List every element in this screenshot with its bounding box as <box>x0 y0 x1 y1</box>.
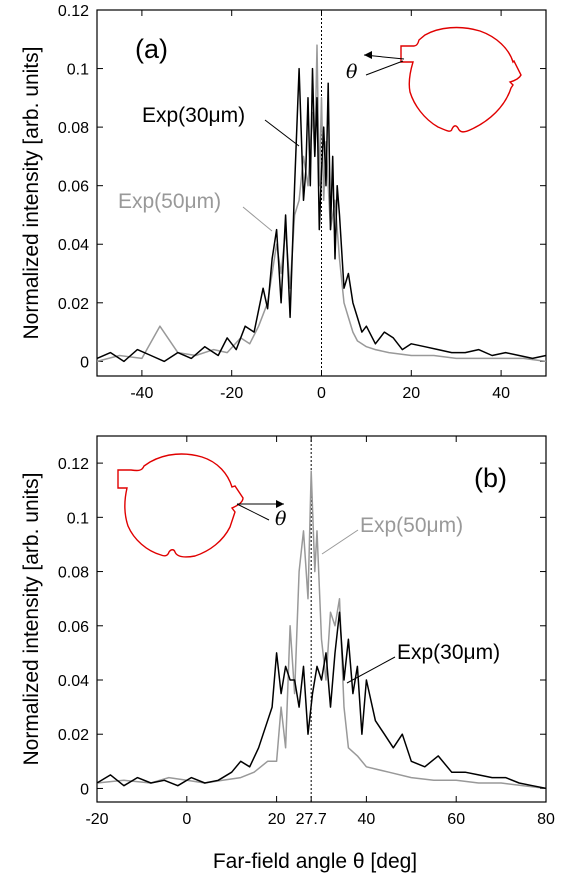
theta-label-a: θ <box>346 61 358 83</box>
panel-b: -20 0 20 27.7 40 60 80 0 0.02 0.04 0.06 0.08 0.1 0.12… <box>58 435 555 828</box>
x-axis-title: Far-field angle θ [deg] <box>213 850 417 873</box>
annotation-exp50-a: Exp(50μm) <box>118 190 221 213</box>
annotation-exp30-a: Exp(30μm) <box>142 104 245 127</box>
y-tick-label-b: 0.06 <box>58 619 89 636</box>
series-group-a <box>96 44 547 363</box>
x-tick-label-a: 40 <box>492 385 510 402</box>
y-axis-title-a: Normalized intensity [arb. units] <box>20 47 43 340</box>
theta-arrowhead-a <box>364 51 372 59</box>
y-tick-label-b: 0.04 <box>58 673 89 690</box>
resonator-outline-b <box>117 453 244 558</box>
y-tick-label-a: 0.1 <box>67 62 89 79</box>
y-tick-label-a: 0.12 <box>58 3 89 20</box>
x-tick-label-b: 60 <box>447 811 465 828</box>
x-tick-label-b: -20 <box>85 811 108 828</box>
y-tick-label-b: 0.08 <box>58 565 89 582</box>
y-tick-label-a: 0.04 <box>58 237 89 254</box>
x-tick-label-a: 0 <box>317 385 326 402</box>
ticks-a: -40 -20 0 20 40 0 0.02 0.04 0.06 0.08 0.1 0.12 <box>58 3 546 402</box>
y-tick-label-b: 0.12 <box>58 456 89 473</box>
inset-resonator-a: θ <box>346 26 522 133</box>
y-tick-label-a: 0 <box>80 354 89 371</box>
x-tick-label-b: 20 <box>268 811 286 828</box>
panel-label-a: (a) <box>135 34 168 64</box>
panel-label-b: (b) <box>474 463 507 493</box>
x-tick-label-b: 0 <box>182 811 191 828</box>
x-tick-label-a: -20 <box>220 385 243 402</box>
theta-angle-line-b <box>236 503 270 521</box>
theta-label-b: θ <box>275 508 287 530</box>
x-tick-label-b: 27.7 <box>296 811 327 828</box>
x-tick-label-b: 40 <box>358 811 376 828</box>
series-line-b-exp30 <box>96 611 547 790</box>
annotation-leader-exp50-b <box>321 529 359 555</box>
series-line-a-exp30 <box>96 67 547 363</box>
annotation-leader-exp30-a <box>264 119 300 147</box>
x-tick-label-b: 80 <box>537 811 555 828</box>
ticks-b: -20 0 20 27.7 40 60 80 0 0.02 0.04 0.06 0.08 0.1 0.12 <box>58 436 555 828</box>
y-tick-label-b: 0 <box>80 781 89 798</box>
annotation-exp30-b: Exp(30μm) <box>397 641 500 664</box>
x-tick-label-a: -40 <box>130 385 153 402</box>
theta-arrowhead-b <box>276 500 284 508</box>
series-group-b <box>96 470 547 790</box>
resonator-outline-a <box>400 26 522 133</box>
y-tick-label-a: 0.02 <box>58 296 89 313</box>
y-tick-label-b: 0.02 <box>58 727 89 744</box>
series-line-b-exp50 <box>96 470 547 790</box>
series-line-a-exp50 <box>96 44 547 363</box>
annotation-exp50-b: Exp(50μm) <box>360 514 463 537</box>
y-axis-title-b: Normalized intensity [arb. units] <box>20 473 43 766</box>
theta-angle-line-a <box>365 60 404 76</box>
plot-frame-b <box>96 435 547 803</box>
y-tick-label-a: 0.06 <box>58 179 89 196</box>
x-tick-label-a: 20 <box>402 385 420 402</box>
inset-resonator-b: θ <box>117 453 287 558</box>
y-tick-label-b: 0.1 <box>67 510 89 527</box>
annotation-leader-exp30-b <box>346 656 396 684</box>
annotation-leader-exp50-a <box>242 206 273 232</box>
y-tick-label-a: 0.08 <box>58 120 89 137</box>
